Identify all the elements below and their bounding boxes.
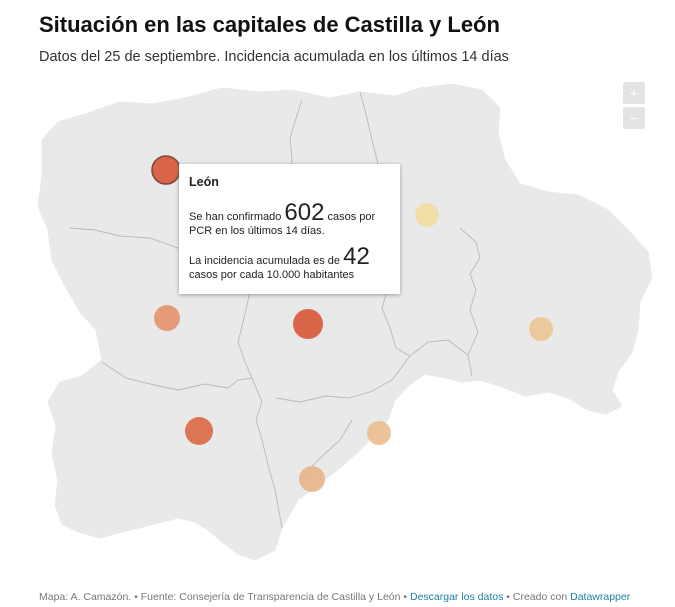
map-container[interactable]: + − León Se han confirmado 602 casos por…: [0, 80, 675, 580]
tooltip-line2: PCR en los últimos 14 días.: [189, 225, 325, 237]
border-salamanca-avila: [255, 419, 283, 529]
download-data-link[interactable]: Descargar los datos: [409, 591, 504, 603]
marker-avila[interactable]: [299, 466, 325, 492]
marker-zamora[interactable]: [154, 305, 180, 331]
tooltip-line3: La incidencia acumulada es de 42: [189, 245, 390, 269]
datawrapper-link[interactable]: Datawrapper: [570, 591, 631, 603]
footer: Mapa: A. Camazón. • Fuente: Consejería d…: [39, 591, 630, 603]
castilla-leon-map[interactable]: [0, 80, 675, 580]
tooltip: León Se han confirmado 602 casos por PCR…: [179, 164, 400, 294]
marker-valladolid[interactable]: [293, 309, 323, 339]
border-valladolid-segovia: [275, 355, 411, 403]
tooltip-line3-pre: La incidencia acumulada es de: [189, 255, 341, 267]
footer-credits: Mapa: A. Camazón. • Fuente: Consejería d…: [39, 591, 408, 603]
tooltip-incidence-value: 42: [343, 243, 370, 270]
tooltip-line1: Se han confirmado 602 casos por: [189, 201, 390, 225]
page-subtitle: Datos del 25 de septiembre. Incidencia a…: [39, 49, 509, 65]
tooltip-line4: casos por cada 10.000 habitantes: [189, 269, 355, 281]
tooltip-city: León: [189, 175, 219, 189]
marker-salamanca[interactable]: [185, 417, 213, 445]
marker-segovia[interactable]: [367, 421, 391, 445]
footer-created: • Creado con: [506, 591, 568, 603]
border-burgos-segovia: [409, 339, 469, 357]
page-title: Situación en las capitales de Castilla y…: [39, 12, 500, 37]
marker-soria[interactable]: [529, 317, 553, 341]
tooltip-cases-value: 602: [284, 199, 325, 226]
zoom-in-button[interactable]: +: [623, 82, 645, 104]
capital-markers[interactable]: [151, 155, 553, 492]
zoom-out-button[interactable]: −: [623, 107, 645, 129]
border-burgos-soria: [459, 227, 481, 377]
region-shape: [37, 83, 653, 561]
tooltip-line1-post: casos por: [327, 211, 376, 223]
border-zamora-salamanca: [101, 361, 253, 391]
border-valladolid-avila: [251, 377, 263, 421]
marker-burgos[interactable]: [415, 203, 439, 227]
tooltip-line1-pre: Se han confirmado: [189, 211, 282, 223]
marker-leon[interactable]: [151, 155, 181, 185]
